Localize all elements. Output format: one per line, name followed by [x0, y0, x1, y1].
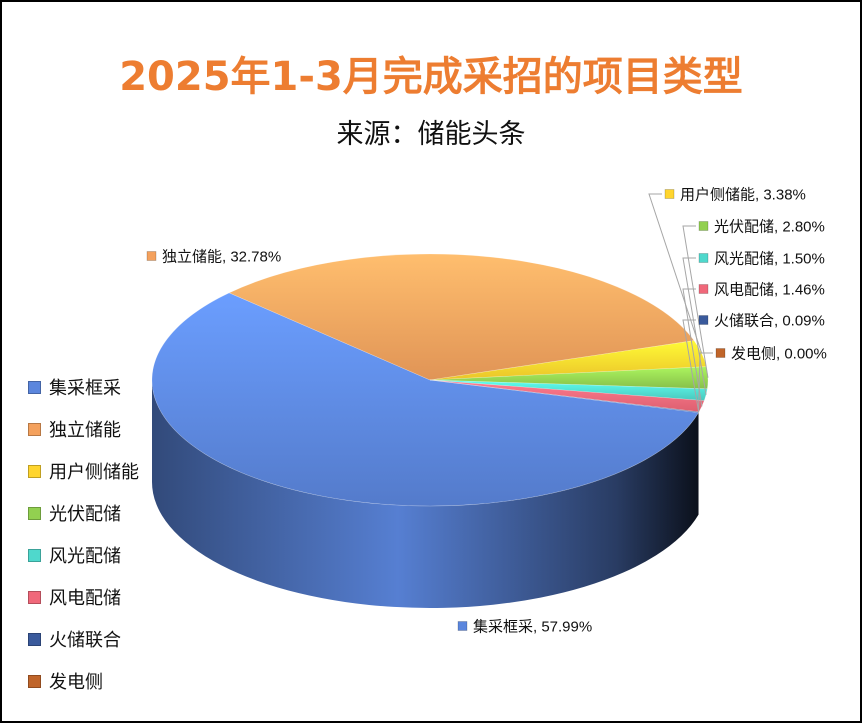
chart-subtitle: 来源：储能头条 — [336, 119, 526, 150]
data-label-swatch-集采框采 — [457, 621, 468, 631]
legend-label: 火储联合 — [49, 630, 121, 651]
pie-slice-集采框采 — [151, 292, 700, 507]
legend-swatch — [28, 548, 41, 562]
chart-title: 2025年1-3月完成采招的项目类型 — [119, 54, 743, 100]
legend-label: 集采框采 — [49, 378, 121, 399]
data-label-集采框采: 集采框采, 57.99% — [473, 619, 592, 636]
data-label-用户侧储能: 用户侧储能, 3.38% — [680, 187, 806, 204]
legend-item: 用户侧储能 — [28, 450, 139, 492]
legend-swatch — [28, 506, 41, 520]
data-label-发电侧: 发电侧, 0.00% — [731, 346, 827, 363]
chart-legend: 集采框采独立储能用户侧储能光伏配储风光配储风电配储火储联合发电侧 — [28, 366, 139, 702]
leader-line-风光配储 — [682, 257, 707, 395]
data-label-独立储能: 独立储能, 32.78% — [162, 249, 281, 266]
legend-item: 光伏配储 — [28, 492, 139, 534]
data-label-风电配储: 风电配储, 1.46% — [714, 282, 825, 299]
leader-line-火储联合 — [682, 319, 700, 413]
legend-label: 用户侧储能 — [49, 462, 139, 483]
legend-item: 火储联合 — [28, 618, 139, 660]
data-label-swatch-光伏配储 — [698, 221, 709, 231]
legend-swatch — [28, 674, 41, 688]
leader-line-风电配储 — [682, 288, 703, 407]
legend-label: 风光配储 — [49, 546, 121, 567]
legend-swatch — [28, 464, 41, 478]
legend-item: 风光配储 — [28, 534, 139, 576]
legend-swatch — [28, 590, 41, 604]
data-label-swatch-风电配储 — [698, 284, 709, 294]
pie-side-集采框采 — [152, 380, 699, 609]
legend-label: 独立储能 — [49, 420, 121, 441]
leader-line-用户侧储能 — [648, 193, 703, 354]
data-label-swatch-风光配储 — [698, 253, 709, 263]
legend-item: 独立储能 — [28, 408, 139, 450]
data-label-swatch-火储联合 — [698, 315, 709, 325]
data-label-swatch-用户侧储能 — [664, 189, 675, 199]
leader-line-发电侧 — [698, 352, 713, 413]
pie-slice-独立储能 — [228, 253, 695, 381]
legend-label: 光伏配储 — [49, 504, 121, 525]
legend-swatch — [28, 632, 41, 646]
legend-label: 风电配储 — [49, 588, 121, 609]
legend-item: 发电侧 — [28, 660, 139, 702]
legend-swatch — [28, 380, 41, 394]
data-label-光伏配储: 光伏配储, 2.80% — [714, 219, 825, 236]
data-label-风光配储: 风光配储, 1.50% — [714, 251, 825, 268]
legend-label: 发电侧 — [49, 672, 103, 693]
legend-item: 风电配储 — [28, 576, 139, 618]
legend-swatch — [28, 422, 41, 436]
data-label-swatch-独立储能 — [146, 251, 157, 261]
legend-item: 集采框采 — [28, 366, 139, 408]
data-label-swatch-发电侧 — [715, 348, 726, 358]
data-label-火储联合: 火储联合, 0.09% — [714, 313, 825, 330]
leader-line-光伏配储 — [682, 225, 709, 378]
